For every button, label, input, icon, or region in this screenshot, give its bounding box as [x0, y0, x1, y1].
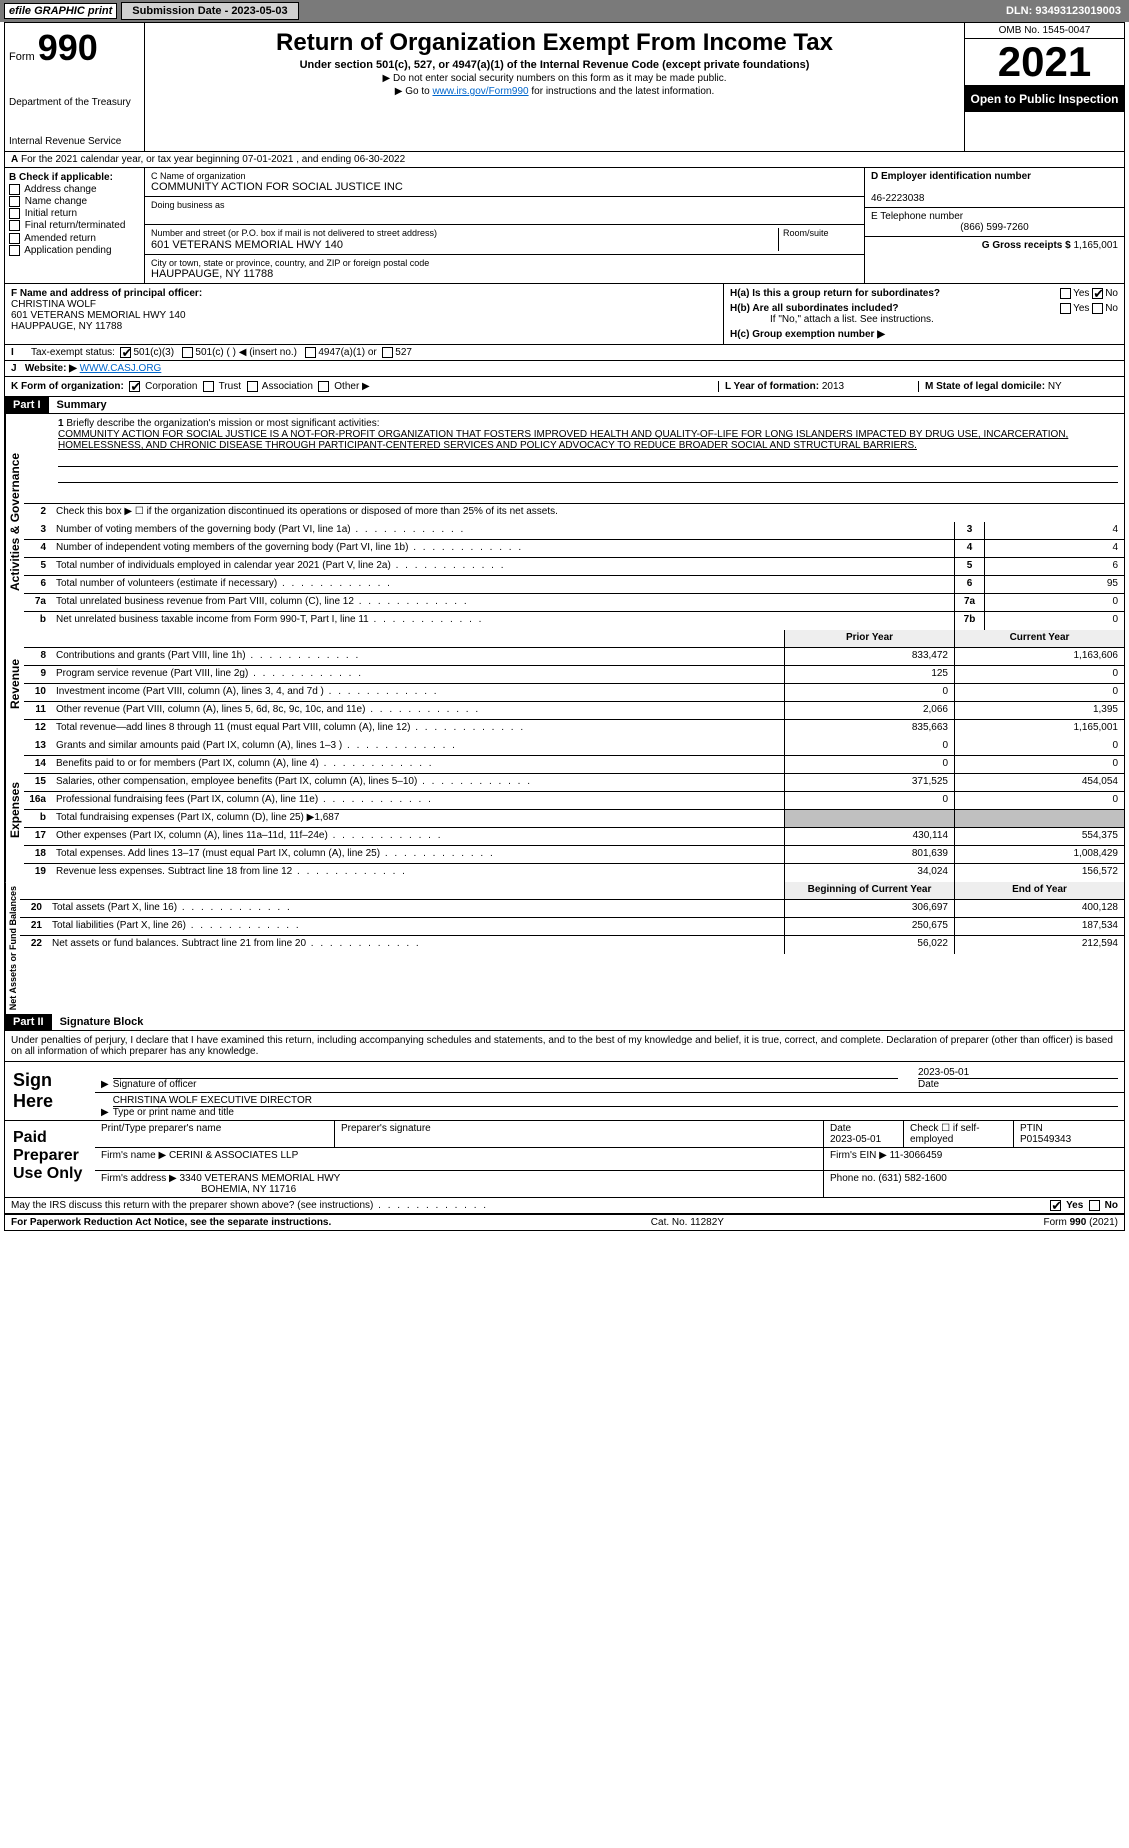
row-i: I Tax-exempt status: 501(c)(3) 501(c) ( … — [5, 345, 1124, 361]
paid-preparer: Paid Preparer Use Only Print/Type prepar… — [5, 1121, 1124, 1198]
section-netassets: Net Assets or Fund Balances Beginning of… — [5, 882, 1124, 1014]
firm-ein: 11-3066459 — [890, 1150, 943, 1161]
year-formation: 2013 — [822, 381, 844, 392]
form-subtitle: Under section 501(c), 527, or 4947(a)(1)… — [151, 59, 958, 71]
omb-number: OMB No. 1545-0047 — [965, 23, 1124, 39]
firm-phone: (631) 582-1600 — [878, 1173, 946, 1184]
officer-name: CHRISTINA WOLF — [11, 299, 96, 310]
form-note2: ▶ Go to www.irs.gov/Form990 for instruct… — [151, 86, 958, 97]
col-c: C Name of organization COMMUNITY ACTION … — [145, 168, 864, 283]
chk-final[interactable]: Final return/terminated — [9, 220, 140, 231]
form-label: Form — [9, 51, 35, 63]
sign-here: Sign Here Signature of officer 2023-05-0… — [5, 1062, 1124, 1121]
telephone: (866) 599-7260 — [871, 222, 1118, 233]
signature-declaration: Under penalties of perjury, I declare th… — [5, 1031, 1124, 1062]
header-left: Form 990 Department of the Treasury Inte… — [5, 23, 145, 151]
submission-date-button[interactable]: Submission Date - 2023-05-03 — [121, 2, 298, 20]
section-revenue: Revenue Prior YearCurrent Year 8Contribu… — [5, 630, 1124, 738]
ptin: P01549343 — [1020, 1134, 1071, 1145]
org-name: COMMUNITY ACTION FOR SOCIAL JUSTICE INC — [151, 181, 858, 193]
open-public: Open to Public Inspection — [965, 86, 1124, 112]
chk-initial[interactable]: Initial return — [9, 208, 140, 219]
footer: For Paperwork Reduction Act Notice, see … — [5, 1214, 1124, 1230]
form-note1: ▶ Do not enter social security numbers o… — [151, 73, 958, 84]
chk-501c3[interactable] — [120, 347, 131, 358]
section-governance: Activities & Governance 1 Briefly descri… — [5, 414, 1124, 630]
dept-irs: Internal Revenue Service — [9, 136, 140, 147]
chk-pending[interactable]: Application pending — [9, 245, 140, 256]
col-d: D Employer identification number 46-2223… — [864, 168, 1124, 283]
dln-label: DLN: 93493123019003 — [1006, 5, 1129, 17]
chk-address[interactable]: Address change — [9, 184, 140, 195]
gross-receipts: 1,165,001 — [1074, 240, 1119, 251]
sign-date: 2023-05-01 — [918, 1067, 969, 1078]
state-domicile: NY — [1048, 381, 1062, 392]
dept-treasury: Department of the Treasury — [9, 97, 140, 108]
row-j: J Website: ▶ WWW.CASJ.ORG — [5, 361, 1124, 377]
irs-link[interactable]: www.irs.gov/Form990 — [432, 86, 528, 97]
form-title: Return of Organization Exempt From Incom… — [151, 29, 958, 57]
chk-name[interactable]: Name change — [9, 196, 140, 207]
form-header: Form 990 Department of the Treasury Inte… — [5, 23, 1124, 152]
website-link[interactable]: WWW.CASJ.ORG — [80, 363, 162, 374]
row-a: A For the 2021 calendar year, or tax yea… — [5, 152, 1124, 168]
prep-date: 2023-05-01 — [830, 1134, 881, 1145]
form-number: 990 — [38, 27, 98, 68]
section-expenses: Expenses 13Grants and similar amounts pa… — [5, 738, 1124, 882]
ein: 46-2223038 — [871, 193, 924, 204]
part2-header: Part IISignature Block — [5, 1014, 1124, 1031]
officer-sig-name: CHRISTINA WOLF EXECUTIVE DIRECTOR — [113, 1095, 312, 1106]
mission-text: COMMUNITY ACTION FOR SOCIAL JUSTICE IS A… — [58, 429, 1068, 451]
topbar: efile GRAPHIC print Submission Date - 20… — [0, 0, 1129, 22]
block-fh: F Name and address of principal officer:… — [5, 284, 1124, 345]
form-container: Form 990 Department of the Treasury Inte… — [4, 22, 1125, 1231]
efile-label: efile GRAPHIC print — [4, 3, 117, 19]
tax-year: 2021 — [965, 39, 1124, 86]
discuss-row: May the IRS discuss this return with the… — [5, 1198, 1124, 1214]
firm-name: CERINI & ASSOCIATES LLP — [169, 1150, 298, 1161]
col-b: B Check if applicable: Address change Na… — [5, 168, 145, 283]
part1-header: Part ISummary — [5, 397, 1124, 414]
org-city: HAUPPAUGE, NY 11788 — [151, 268, 858, 280]
header-mid: Return of Organization Exempt From Incom… — [145, 23, 964, 151]
row-k: K Form of organization: Corporation Trus… — [5, 377, 1124, 397]
header-right: OMB No. 1545-0047 2021 Open to Public In… — [964, 23, 1124, 151]
q1: 1 Briefly describe the organization's mi… — [24, 414, 1124, 504]
block-bcd: B Check if applicable: Address change Na… — [5, 168, 1124, 284]
org-address: 601 VETERANS MEMORIAL HWY 140 — [151, 239, 343, 251]
chk-amended[interactable]: Amended return — [9, 233, 140, 244]
